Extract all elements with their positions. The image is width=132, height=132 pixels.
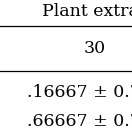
Text: 30: 30 <box>84 40 106 57</box>
Text: Plant extrac: Plant extrac <box>42 3 132 20</box>
Text: .16667 ± 0.752: .16667 ± 0.752 <box>27 84 132 101</box>
Text: .66667 ± 0.752: .66667 ± 0.752 <box>27 113 132 130</box>
